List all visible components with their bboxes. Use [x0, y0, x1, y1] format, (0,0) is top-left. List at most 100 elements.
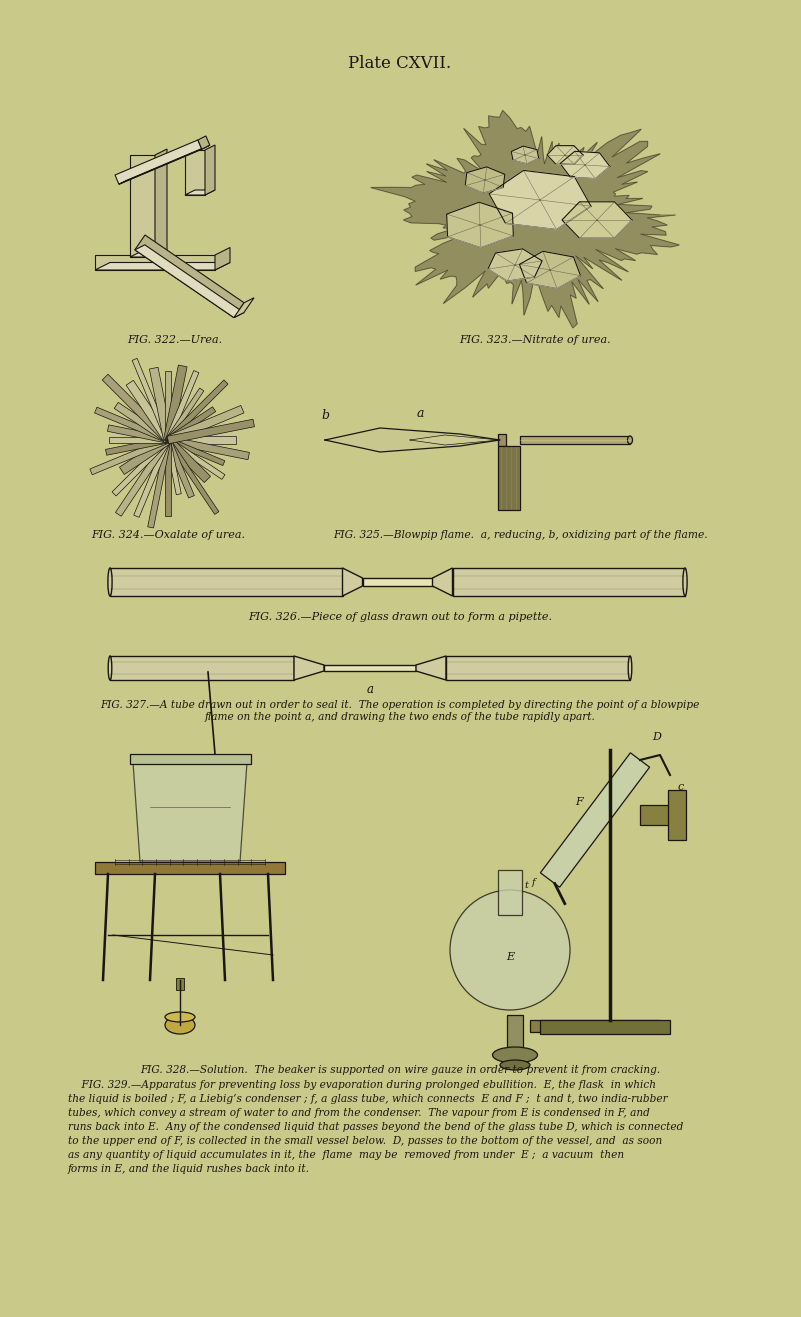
Bar	[95, 863, 285, 874]
Polygon shape	[511, 146, 539, 163]
Polygon shape	[133, 763, 247, 863]
Polygon shape	[147, 440, 171, 528]
Text: FIG. 322.—Urea.: FIG. 322.—Urea.	[127, 335, 223, 345]
Bar	[176, 979, 184, 990]
Text: tubes, which convey a stream of water to and from the condenser.  The vapour fro: tubes, which convey a stream of water to…	[68, 1108, 650, 1118]
Polygon shape	[410, 435, 500, 445]
Polygon shape	[166, 379, 228, 443]
Polygon shape	[115, 403, 170, 443]
Ellipse shape	[493, 1047, 537, 1063]
Polygon shape	[134, 439, 171, 518]
Polygon shape	[465, 167, 505, 194]
Polygon shape	[106, 437, 168, 456]
Polygon shape	[119, 436, 171, 474]
Polygon shape	[95, 407, 169, 443]
Text: a: a	[367, 684, 373, 695]
Polygon shape	[163, 365, 187, 441]
Polygon shape	[165, 440, 171, 516]
Polygon shape	[165, 439, 195, 498]
Text: flame on the point a, and drawing the two ends of the tube rapidly apart.: flame on the point a, and drawing the tw…	[204, 712, 595, 722]
Text: FIG. 327.—A tube drawn out in order to seal it.  The operation is completed by d: FIG. 327.—A tube drawn out in order to s…	[100, 701, 700, 710]
Bar	[446, 656, 630, 680]
Polygon shape	[205, 145, 215, 195]
Text: a: a	[417, 407, 424, 420]
Polygon shape	[165, 371, 171, 440]
Bar	[498, 871, 522, 915]
Polygon shape	[541, 753, 650, 888]
Text: D: D	[652, 732, 661, 741]
Polygon shape	[132, 358, 171, 441]
Polygon shape	[109, 436, 168, 444]
Ellipse shape	[108, 656, 112, 680]
Bar	[324, 665, 416, 670]
Polygon shape	[166, 370, 199, 441]
Bar	[130, 755, 251, 764]
Polygon shape	[185, 190, 215, 195]
Text: E: E	[506, 952, 514, 961]
Polygon shape	[294, 656, 324, 680]
Text: c: c	[678, 782, 684, 792]
Polygon shape	[115, 140, 202, 184]
Text: forms in E, and the liquid rushes back into it.: forms in E, and the liquid rushes back i…	[68, 1164, 310, 1173]
Polygon shape	[547, 146, 583, 165]
Bar	[498, 435, 506, 446]
Polygon shape	[488, 249, 542, 281]
Ellipse shape	[683, 568, 687, 597]
Polygon shape	[198, 136, 210, 149]
Polygon shape	[325, 428, 500, 452]
Bar	[453, 568, 685, 597]
Polygon shape	[95, 262, 230, 270]
Ellipse shape	[628, 656, 632, 680]
Text: F: F	[575, 797, 583, 807]
Polygon shape	[119, 145, 210, 184]
Text: to the upper end of F, is collected in the small vessel below.  D, passes to the: to the upper end of F, is collected in t…	[68, 1137, 662, 1146]
Ellipse shape	[627, 436, 633, 444]
Polygon shape	[343, 568, 363, 597]
Bar	[110, 656, 294, 680]
Polygon shape	[167, 407, 215, 443]
Polygon shape	[234, 298, 254, 317]
Polygon shape	[165, 437, 211, 482]
Bar	[640, 805, 675, 824]
Polygon shape	[433, 568, 453, 597]
Bar	[363, 578, 433, 586]
Polygon shape	[167, 419, 255, 444]
Text: FIG. 329.—Apparatus for preventing loss by evaporation during prolonged ebulliti: FIG. 329.—Apparatus for preventing loss …	[68, 1080, 656, 1090]
Circle shape	[450, 890, 570, 1010]
Polygon shape	[167, 436, 249, 460]
Polygon shape	[498, 446, 520, 510]
Text: Plate CXVII.: Plate CXVII.	[348, 55, 452, 72]
Ellipse shape	[165, 1015, 195, 1034]
Polygon shape	[519, 252, 581, 288]
Text: FIG. 325.—Blowpip flame.  a, reducing, b, oxidizing part of the flame.: FIG. 325.—Blowpip flame. a, reducing, b,…	[332, 529, 707, 540]
Bar	[520, 436, 630, 444]
Polygon shape	[90, 437, 169, 474]
Ellipse shape	[108, 568, 112, 597]
Polygon shape	[103, 374, 171, 443]
Polygon shape	[560, 151, 610, 179]
Bar	[530, 1019, 660, 1033]
Bar	[540, 1019, 670, 1034]
Polygon shape	[130, 155, 155, 257]
Text: as any quantity of liquid accumulates in it, the  flame  may be  removed from un: as any quantity of liquid accumulates in…	[68, 1150, 624, 1160]
Text: f: f	[532, 878, 536, 888]
Bar	[668, 790, 686, 840]
Bar	[110, 568, 343, 597]
Polygon shape	[371, 111, 679, 328]
Polygon shape	[185, 150, 205, 195]
Ellipse shape	[165, 1011, 195, 1022]
Text: FIG. 326.—Piece of glass drawn out to form a pipette.: FIG. 326.—Piece of glass drawn out to fo…	[248, 612, 552, 622]
Polygon shape	[135, 245, 244, 317]
Polygon shape	[126, 381, 171, 443]
Text: runs back into E.  Any of the condensed liquid that passes beyond the bend of th: runs back into E. Any of the condensed l…	[68, 1122, 683, 1133]
Bar	[507, 1015, 523, 1050]
Polygon shape	[112, 439, 170, 497]
Text: FIG. 323.—Nitrate of urea.: FIG. 323.—Nitrate of urea.	[459, 335, 611, 345]
Polygon shape	[166, 439, 219, 515]
Polygon shape	[166, 389, 204, 441]
Polygon shape	[562, 202, 632, 238]
Polygon shape	[447, 203, 513, 248]
Polygon shape	[149, 367, 172, 441]
Polygon shape	[168, 436, 236, 444]
Polygon shape	[167, 406, 244, 444]
